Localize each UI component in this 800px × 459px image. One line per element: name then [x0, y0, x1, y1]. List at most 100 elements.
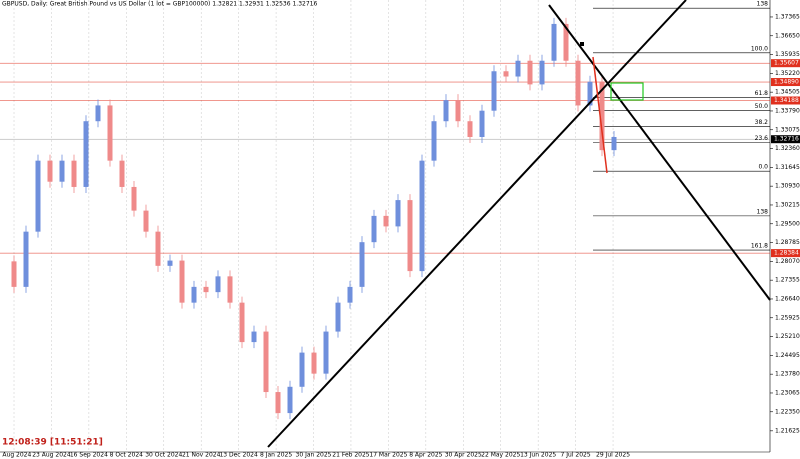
candle	[263, 331, 269, 393]
clock: 12:08:39 [11:51:21]	[2, 438, 103, 448]
price-label: 1.34890	[774, 79, 799, 86]
candle	[119, 160, 125, 187]
price-label-bg	[771, 59, 800, 68]
candle	[107, 105, 113, 161]
y-tick-label: 1.33790	[775, 107, 800, 114]
price-label-bg	[771, 96, 800, 105]
y-tick-label: 1.35935	[775, 51, 800, 58]
candle	[335, 302, 341, 332]
y-tick-label: 1.35220	[775, 70, 800, 77]
candle	[155, 231, 161, 266]
candle	[95, 105, 101, 122]
candle	[419, 160, 425, 272]
chart-title: GBPUSD, Daily: Great British Pound vs US…	[2, 1, 317, 8]
candle	[527, 60, 533, 85]
y-tick-label: 1.26640	[775, 295, 800, 302]
candles	[11, 17, 617, 420]
candle	[479, 110, 485, 137]
candle	[539, 60, 545, 85]
candle	[587, 81, 593, 106]
y-tick-label: 1.33075	[775, 126, 800, 133]
y-tick-label: 1.32360	[775, 145, 800, 152]
x-tick-label: 30 Oct 2024	[145, 452, 182, 459]
candle	[227, 276, 233, 303]
candle	[167, 260, 173, 266]
candle	[311, 352, 317, 374]
candle	[467, 121, 473, 137]
x-tick-label: 22 May 2025	[481, 452, 520, 459]
fib-label: 100.0	[751, 45, 768, 52]
candle	[551, 23, 557, 61]
grid	[13, 0, 614, 452]
fib-label: 161.8	[751, 243, 768, 250]
candle	[599, 81, 605, 151]
y-tick-label: 1.21625	[775, 427, 800, 434]
x-tick-label: 21 Feb 2025	[332, 452, 370, 459]
candle	[515, 60, 521, 77]
fib-label: 138	[757, 208, 769, 215]
candle	[35, 160, 41, 232]
target-box	[610, 82, 644, 101]
x-tick-label: 30 Jan 2025	[296, 452, 332, 459]
y-tick-label: 1.27355	[775, 277, 800, 284]
candle	[455, 100, 461, 122]
candle	[59, 160, 65, 182]
candle	[251, 331, 257, 343]
x-tick-label: 29 Jul 2025	[596, 452, 630, 459]
candle	[383, 215, 389, 227]
candle	[299, 352, 305, 387]
candle	[191, 286, 197, 303]
candle	[563, 23, 569, 61]
candle	[239, 302, 245, 343]
candle	[443, 100, 449, 122]
levels: 138 100.0 61.8 50.0 38.2 23.6 0.0 138 161.8	[0, 1, 770, 254]
candle	[407, 200, 413, 272]
trend-line-up	[267, 0, 687, 448]
candle	[491, 71, 497, 111]
candle	[131, 186, 137, 211]
x-tick-label: 8 Apr 2025	[409, 452, 442, 459]
x-tick-label: 13 Jun 2025	[520, 452, 556, 459]
y-tick-label: 1.23780	[775, 371, 800, 378]
candle	[359, 242, 365, 287]
y-tick-label: 1.30930	[775, 183, 800, 190]
x-tick-label: 17 Mar 2025	[369, 452, 407, 459]
price-label: 1.28384	[774, 250, 799, 257]
price-label: 1.34188	[774, 97, 799, 104]
candle	[11, 261, 17, 287]
candle	[611, 136, 617, 151]
y-tick-label: 1.36650	[775, 32, 800, 39]
y-tick-label: 1.30215	[775, 201, 800, 208]
x-tick-label: 16 Sep 2024	[70, 452, 108, 459]
x-tick-label: 21 Nov 2024	[182, 452, 221, 459]
y-tick-label: 1.23065	[775, 389, 800, 396]
candle	[395, 200, 401, 227]
candle	[371, 215, 377, 243]
x-tick-label: 30 Apr 2025	[445, 452, 482, 459]
candle	[143, 210, 149, 232]
fib-label: 61.8	[755, 90, 769, 97]
candle	[203, 286, 209, 293]
x-tick-label: 23 Aug 2024	[32, 452, 71, 459]
fib-label: 50.0	[755, 103, 769, 110]
candle	[215, 276, 221, 293]
candle	[275, 392, 281, 414]
x-tick-label: 13 Dec 2024	[219, 452, 258, 459]
price-label-bg	[771, 249, 800, 258]
price-label-bg	[771, 135, 800, 144]
x-tick-label: 1 Aug 2024	[0, 452, 31, 459]
candle	[503, 71, 509, 77]
x-tick-label: 7 Jul 2025	[561, 452, 591, 459]
candle	[23, 231, 29, 287]
y-tick-label: 1.37365	[775, 13, 800, 20]
y-tick-label: 1.29500	[775, 220, 800, 227]
candle	[347, 286, 353, 303]
y-tick-label: 1.34505	[775, 89, 800, 96]
y-tick-label: 1.28785	[775, 239, 800, 246]
anchor	[580, 42, 584, 46]
price-label: 1.32716	[774, 136, 799, 143]
x-tick-label: 8 Oct 2024	[110, 452, 143, 459]
y-tick-label: 1.28070	[775, 258, 800, 265]
